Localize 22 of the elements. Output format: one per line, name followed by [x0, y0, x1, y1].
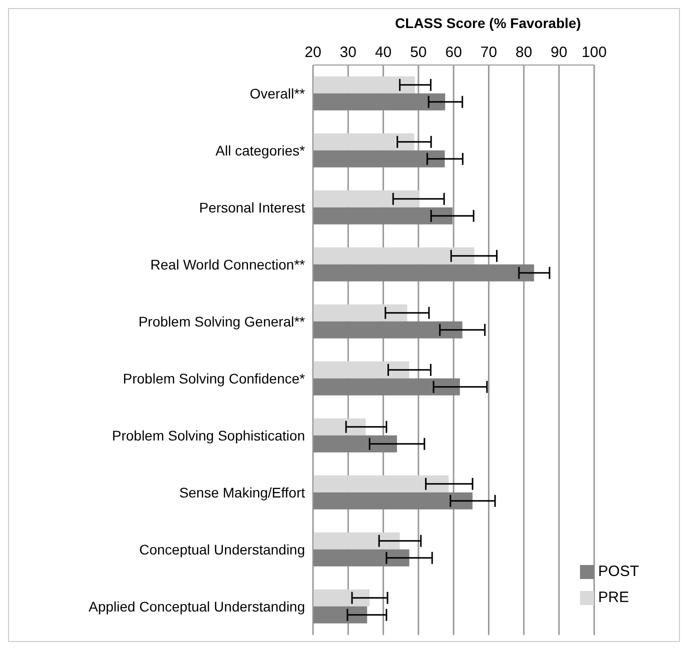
x-tick-label: 100	[582, 44, 607, 61]
x-tick-label: 50	[410, 44, 427, 61]
x-tick-label: 60	[445, 44, 462, 61]
y-tick-label: Real World Connection**	[150, 256, 306, 272]
x-tick-label: 20	[304, 44, 322, 61]
x-tick-label: 40	[374, 44, 392, 61]
x-tick-label: 90	[550, 44, 568, 61]
legend-label: POST	[598, 563, 639, 580]
x-tick-label: 70	[480, 44, 498, 61]
legend-label: PRE	[598, 589, 629, 606]
y-tick-label: Problem Solving General**	[138, 313, 306, 330]
y-tick-label: Sense Making/Effort	[179, 484, 306, 500]
y-tick-label: Problem Solving Confidence*	[122, 370, 306, 386]
y-tick-label: Applied Conceptual Understanding	[88, 598, 305, 614]
y-tick-label: Overall**	[250, 85, 306, 102]
x-tick-label: 80	[516, 44, 532, 61]
y-tick-label: Personal Interest	[199, 199, 306, 216]
y-tick-label: Problem Solving Sophistication	[112, 427, 305, 444]
x-axis-title: CLASS Score (% Favorable)	[394, 14, 582, 31]
y-tick-label: Conceptual Understanding	[139, 541, 305, 558]
x-tick-label: 30	[340, 44, 356, 61]
y-tick-label: All categories*	[216, 142, 306, 158]
